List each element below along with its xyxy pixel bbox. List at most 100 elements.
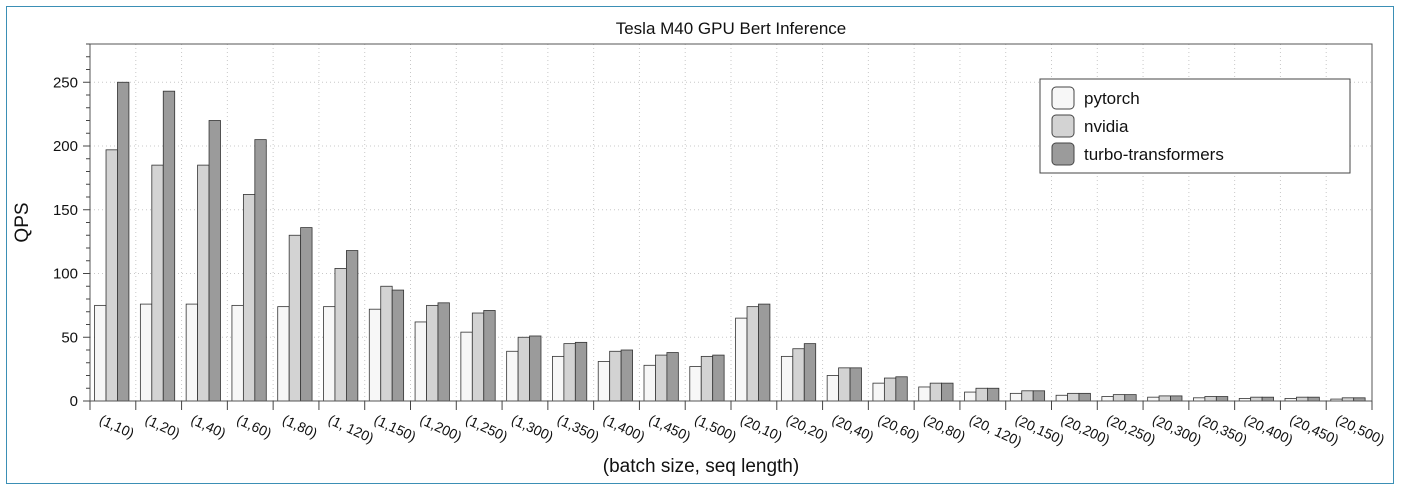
bar-nvidia [792, 348, 805, 402]
bar-turbo-transformers [941, 382, 954, 402]
bar-nvidia [426, 304, 439, 402]
x-tick-label: (1,300) [509, 411, 556, 444]
bar-pytorch [323, 306, 336, 402]
bar-turbo-transformers [391, 289, 405, 402]
x-tick-label: (20,500) [1333, 411, 1387, 448]
legend-swatch [1051, 142, 1075, 166]
bar-nvidia [242, 194, 256, 402]
bar-pytorch [231, 304, 244, 402]
bar-turbo-transformers [117, 81, 130, 402]
bar-nvidia [1067, 392, 1080, 402]
bar-nvidia [151, 164, 164, 402]
y-axis: 0 50 100 150 200 250 [53, 43, 90, 410]
x-tick-label: (1,20) [143, 411, 183, 441]
y-tick-label: 100 [53, 266, 78, 283]
y-tick-label: 0 [70, 393, 78, 410]
bar-nvidia [609, 350, 622, 402]
bar-nvidia [471, 312, 485, 402]
bar-pytorch [826, 375, 839, 402]
bar-nvidia [105, 149, 118, 402]
x-tick-label: (1,40) [189, 411, 229, 441]
bar-pytorch [506, 350, 519, 402]
bar-pytorch [689, 366, 702, 402]
bar-pytorch [185, 303, 198, 402]
bar-turbo-transformers [803, 343, 817, 402]
bar-nvidia [929, 382, 943, 402]
x-tick-label: (1,350) [555, 411, 602, 444]
bar-pytorch [1055, 394, 1068, 402]
bar-nvidia [380, 285, 393, 402]
chart-title: Tesla M40 GPU Bert Inference [616, 19, 847, 38]
bar-turbo-transformers [1307, 396, 1320, 402]
bar-turbo-transformers [254, 139, 267, 402]
bar-turbo-transformers [529, 335, 542, 402]
bar-turbo-transformers [208, 120, 221, 402]
bar-pytorch [643, 364, 656, 402]
bar-nvidia [655, 354, 668, 402]
x-tick-label: (1,200) [417, 411, 464, 444]
bar-turbo-transformers [437, 302, 450, 402]
bar-pytorch [1009, 392, 1023, 402]
bar-pytorch [1101, 396, 1114, 402]
x-tick-label: (20,60) [875, 411, 922, 444]
x-tick-label: (20,80) [921, 411, 968, 444]
legend-swatch [1051, 114, 1075, 138]
bar-nvidia [1296, 396, 1309, 402]
bar-nvidia [838, 367, 851, 402]
bar-nvidia [1250, 396, 1263, 402]
legend: pytorch nvidia turbo-transformers [1039, 78, 1351, 174]
bar-pytorch [414, 321, 427, 402]
bar-nvidia [1112, 394, 1126, 402]
bar-turbo-transformers [758, 303, 771, 402]
bar-turbo-transformers [1032, 390, 1046, 402]
x-tick-label: (20,250) [1104, 411, 1158, 448]
bar-pytorch [735, 317, 748, 402]
bar-nvidia [1204, 396, 1217, 402]
x-tick-label: (1,80) [280, 411, 320, 441]
x-tick-label: (20,350) [1196, 411, 1250, 448]
bar-turbo-transformers [1078, 392, 1091, 402]
bar-turbo-transformers [1170, 395, 1183, 402]
bar-pytorch [1147, 396, 1160, 402]
bar-turbo-transformers [620, 349, 633, 402]
bar-nvidia [334, 267, 347, 402]
x-tick-label: (1,60) [234, 411, 274, 441]
x-tick-label: (1,450) [646, 411, 693, 444]
y-tick-label: 50 [61, 329, 78, 346]
bar-pytorch [597, 361, 611, 402]
y-axis-label: QPS [12, 202, 33, 242]
legend-label: pytorch [1084, 89, 1140, 108]
x-tick-label: (1,10) [97, 411, 137, 441]
bar-turbo-transformers [162, 90, 176, 402]
x-tick-label: (1,500) [692, 411, 739, 444]
x-axis: (1,10) (1,20) (1,40) (1,60) (1,80) (1, 120)(1… [89, 401, 1387, 449]
bar-turbo-transformers [987, 387, 1000, 402]
bar-pytorch [94, 304, 107, 402]
bar-pytorch [368, 308, 382, 402]
bar-nvidia [197, 164, 210, 402]
legend-label: nvidia [1084, 117, 1129, 136]
bar-pytorch [872, 382, 885, 402]
bar-turbo-transformers [1215, 396, 1229, 402]
bar-pytorch [139, 303, 153, 402]
x-tick-label: (20,40) [830, 411, 877, 444]
bar-turbo-transformers [712, 354, 725, 402]
bar-pytorch [552, 355, 565, 402]
legend-swatch [1051, 86, 1075, 110]
bar-nvidia [517, 336, 530, 402]
x-tick-label: (20,450) [1287, 411, 1341, 448]
x-axis-label: (batch size, seq length) [603, 456, 799, 477]
bar-nvidia [288, 234, 302, 402]
bar-nvidia [746, 306, 759, 402]
x-tick-label: (20,400) [1242, 411, 1296, 448]
bar-nvidia [883, 377, 897, 402]
bar-turbo-transformers [300, 227, 313, 402]
bar-turbo-transformers [574, 341, 588, 402]
legend-label: turbo-transformers [1084, 145, 1224, 164]
x-tick-label: (1,150) [372, 411, 419, 444]
x-tick-label: (1, 120) [326, 411, 376, 446]
x-tick-label: (20,200) [1058, 411, 1112, 448]
bar-turbo-transformers [1124, 394, 1137, 402]
bar-nvidia [1021, 390, 1034, 402]
